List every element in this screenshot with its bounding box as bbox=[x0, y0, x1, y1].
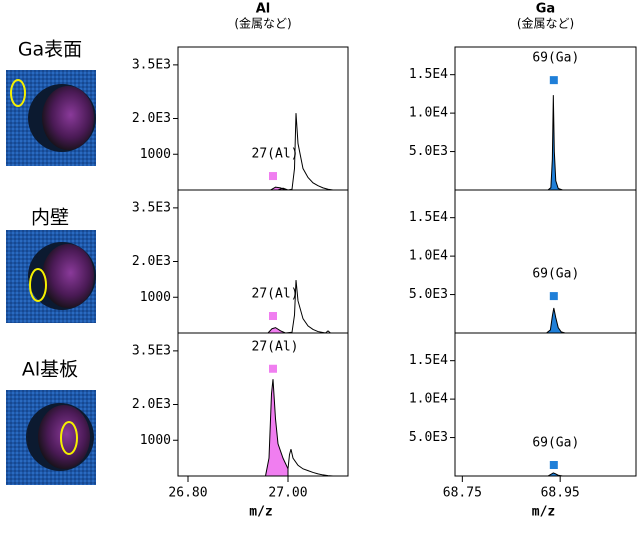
peak-annotation: 69(Ga) bbox=[532, 267, 579, 282]
y-tick-label: 3.5E3 bbox=[132, 343, 171, 358]
spectrum-area bbox=[546, 472, 563, 477]
peak-annotation: 27(Al) bbox=[252, 339, 299, 354]
peak-marker bbox=[269, 172, 277, 181]
peak-annotation: 69(Ga) bbox=[532, 436, 579, 451]
plot-frame bbox=[454, 332, 637, 477]
y-tick-label: 1.5E4 bbox=[409, 353, 448, 368]
x-tick-label: 68.95 bbox=[541, 486, 580, 501]
plot-frame bbox=[177, 189, 349, 334]
sample-image bbox=[6, 230, 96, 323]
y-tick-label: 1000 bbox=[140, 433, 171, 448]
x-axis-label: m/z bbox=[249, 505, 272, 520]
x-tick-label: 27.00 bbox=[268, 486, 307, 501]
peak-annotation: 69(Ga) bbox=[532, 51, 579, 66]
spectrum-line bbox=[287, 449, 348, 477]
spectrum-area bbox=[266, 327, 286, 334]
plot-frame bbox=[454, 46, 637, 191]
spectrum-area bbox=[546, 95, 563, 191]
spectrum-line bbox=[285, 280, 348, 334]
row-label: 内壁 bbox=[31, 207, 69, 229]
x-axis-label: m/z bbox=[532, 505, 555, 520]
y-tick-label: 3.5E3 bbox=[132, 200, 171, 215]
x-tick-label: 68.75 bbox=[443, 486, 482, 501]
plot-frame bbox=[454, 189, 637, 334]
y-tick-label: 1.0E4 bbox=[409, 106, 448, 121]
y-tick-label: 1000 bbox=[140, 290, 171, 305]
y-tick-label: 2.0E3 bbox=[132, 254, 171, 269]
y-tick-label: 1000 bbox=[140, 147, 171, 162]
sample-image bbox=[6, 390, 96, 485]
y-tick-label: 1.5E4 bbox=[409, 67, 448, 82]
y-tick-label: 3.5E3 bbox=[132, 57, 171, 72]
x-tick-label: 26.80 bbox=[168, 486, 207, 501]
chart-title: Ga bbox=[536, 2, 555, 17]
peak-marker bbox=[549, 292, 558, 301]
peak-annotation: 27(Al) bbox=[252, 147, 299, 162]
y-tick-label: 1.5E4 bbox=[409, 210, 448, 225]
plot-frame bbox=[177, 46, 349, 191]
y-tick-label: 5.0E3 bbox=[409, 144, 448, 159]
y-tick-label: 2.0E3 bbox=[132, 111, 171, 126]
y-tick-label: 5.0E3 bbox=[409, 287, 448, 302]
row-label: Ga表面 bbox=[18, 39, 82, 61]
row-label: Al基板 bbox=[22, 359, 78, 381]
peak-marker bbox=[549, 461, 558, 470]
sample-image bbox=[6, 70, 96, 166]
y-tick-label: 5.0E3 bbox=[409, 430, 448, 445]
peak-marker bbox=[269, 312, 277, 321]
plot-frame bbox=[177, 332, 349, 477]
chart-title: Al bbox=[256, 2, 271, 17]
spectrum-area bbox=[264, 379, 289, 477]
y-tick-label: 1.0E4 bbox=[409, 249, 448, 264]
peak-marker bbox=[269, 364, 277, 373]
spectrum-area bbox=[545, 307, 566, 334]
y-tick-label: 1.0E4 bbox=[409, 392, 448, 407]
chart-subtitle: (金属など) bbox=[517, 16, 574, 31]
peak-marker bbox=[549, 76, 558, 85]
peak-annotation: 27(Al) bbox=[252, 287, 299, 302]
y-tick-label: 2.0E3 bbox=[132, 397, 171, 412]
chart-subtitle: (金属など) bbox=[234, 16, 291, 31]
